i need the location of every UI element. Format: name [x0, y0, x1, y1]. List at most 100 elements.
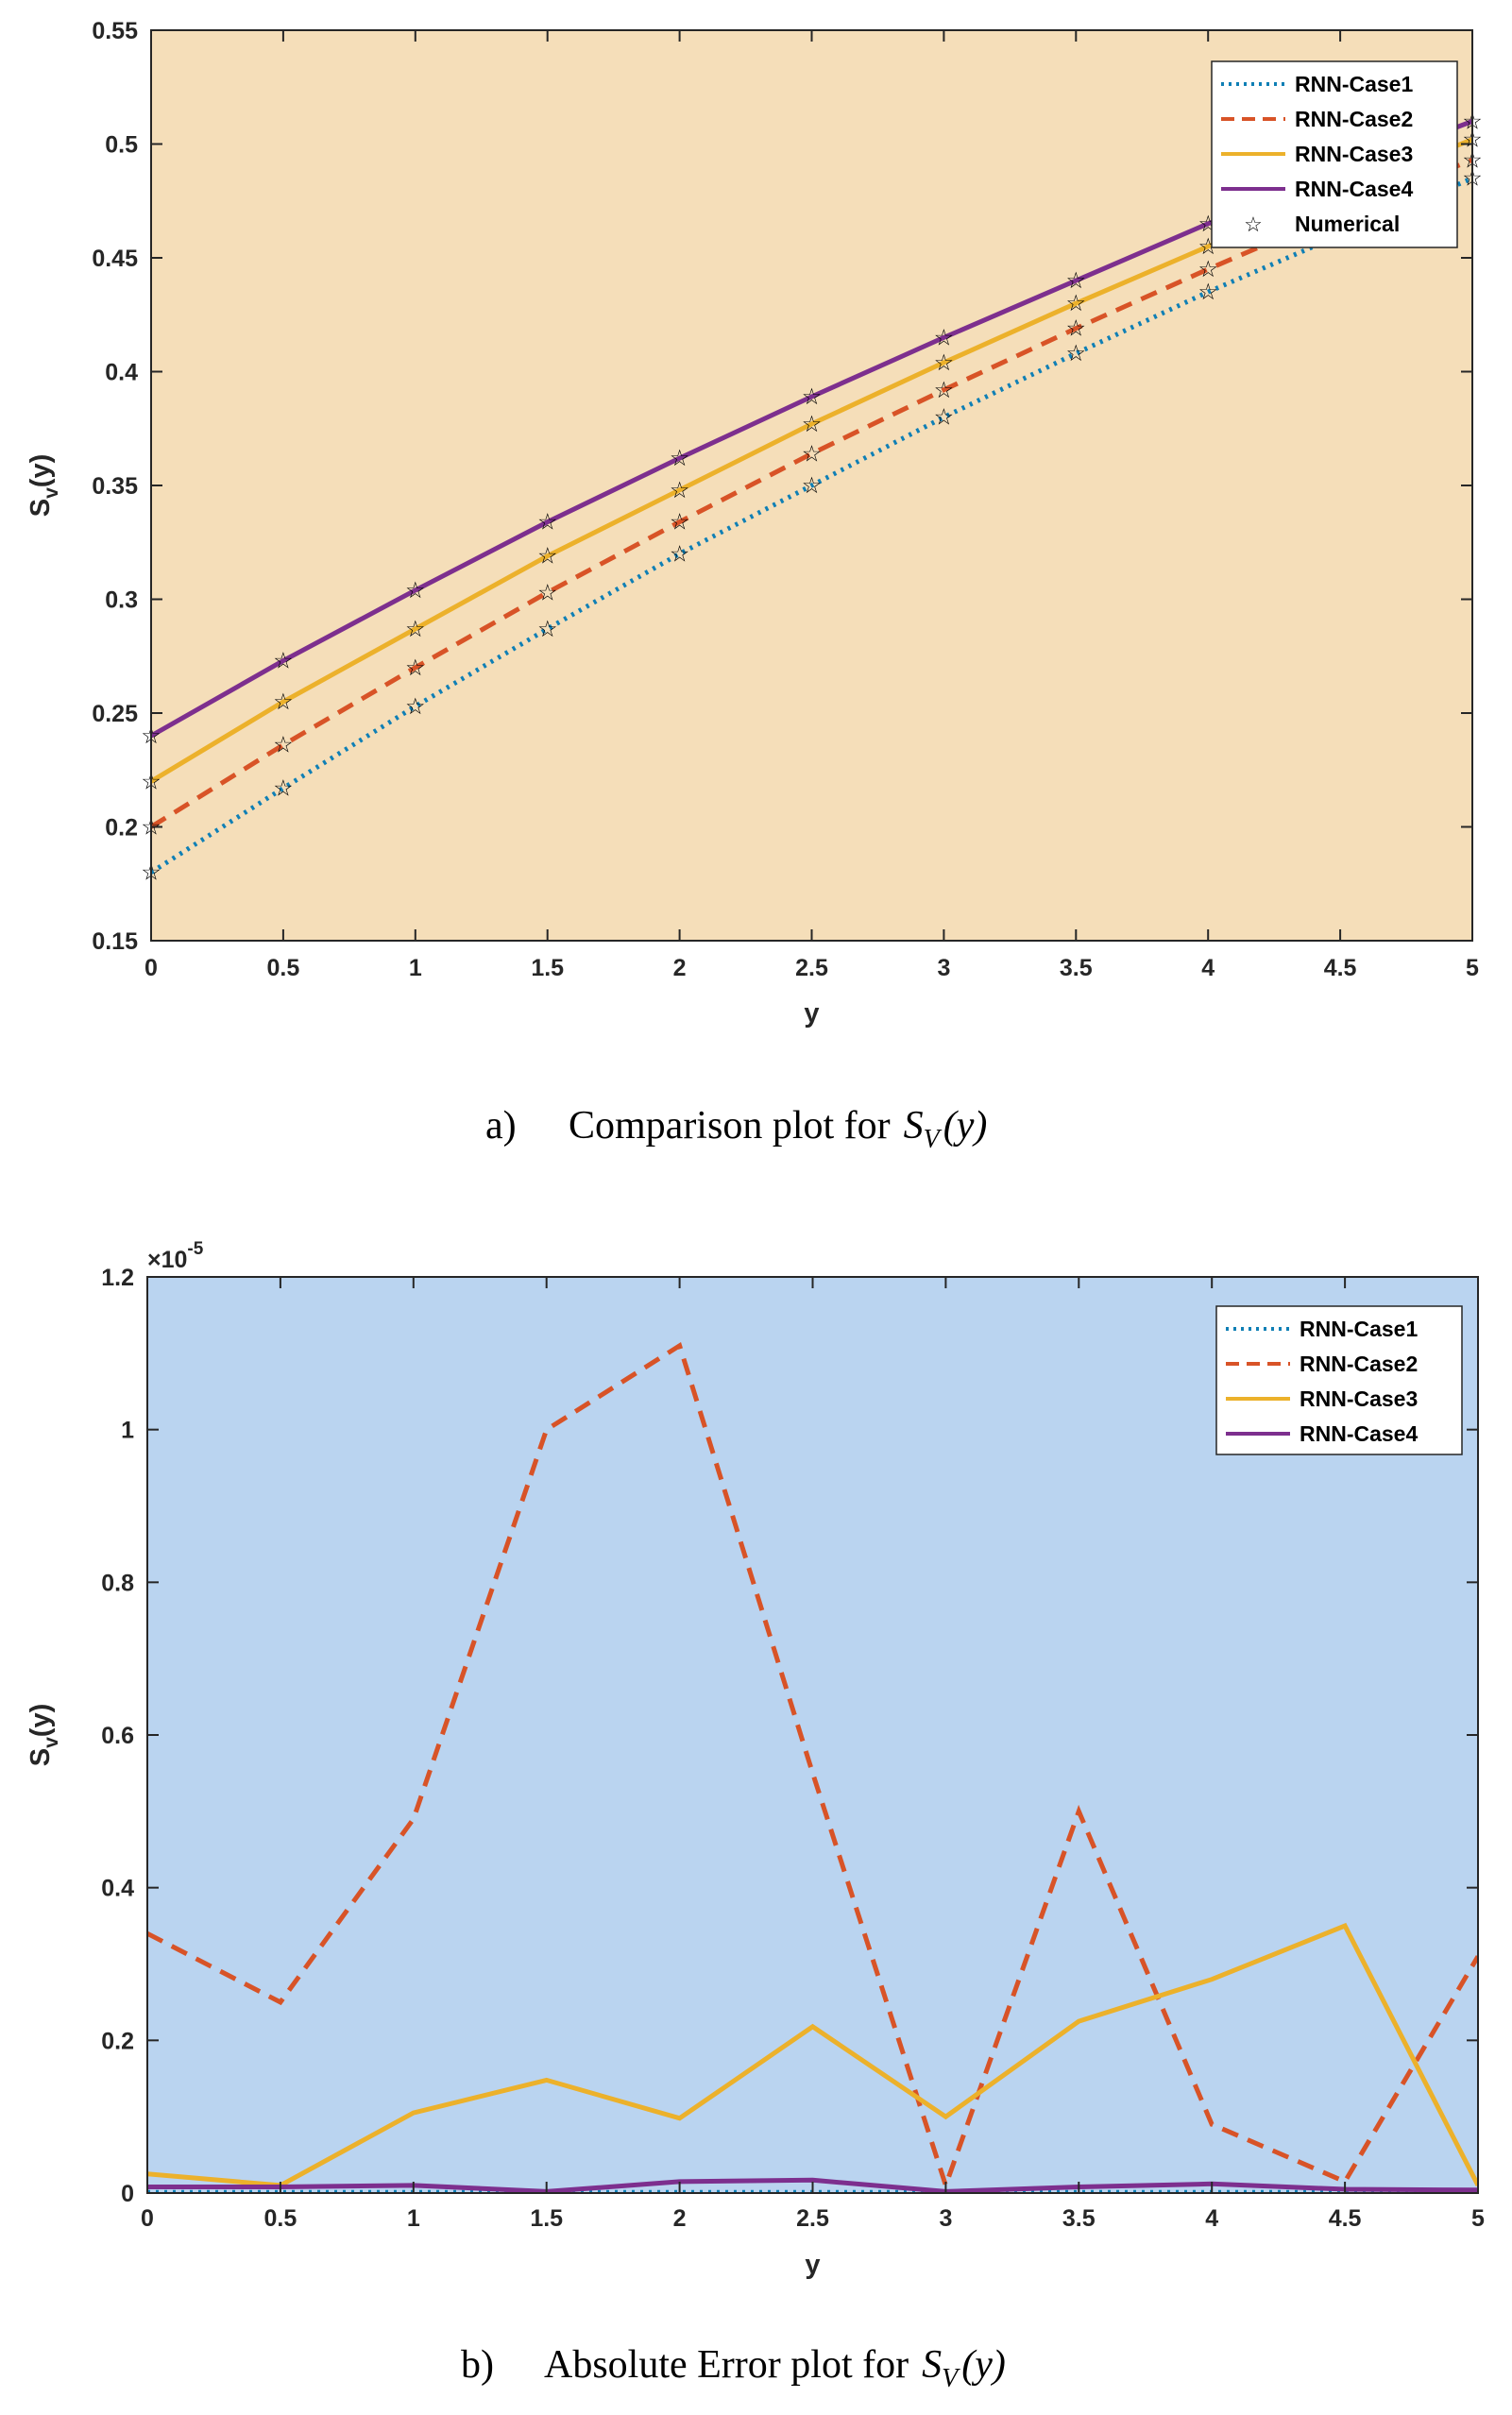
numerical-marker: ☆: [934, 378, 955, 403]
numerical-marker: ☆: [1066, 316, 1087, 342]
numerical-marker: ☆: [405, 578, 426, 604]
legend-marker-icon: ☆: [1244, 213, 1263, 236]
numerical-marker: ☆: [934, 350, 955, 376]
caption-text: Absolute Error plot for SV(y): [544, 2343, 1006, 2393]
numerical-marker: ☆: [1066, 341, 1087, 366]
series-line-rnn-case2: [151, 158, 1472, 829]
numerical-marker: ☆: [537, 510, 558, 536]
legend: RNN-Case1 RNN-Case2 RNN-Case3 RNN-Case4: [1215, 1305, 1463, 1455]
x-axis-label: y: [804, 998, 819, 1029]
x-tick-label: 5: [1471, 2205, 1485, 2232]
numerical-marker: ☆: [1066, 268, 1087, 294]
legend-label: Numerical: [1295, 212, 1400, 236]
numerical-marker: ☆: [405, 694, 426, 720]
numerical-marker: ☆: [273, 733, 294, 758]
x-tick-label: 3: [939, 2205, 952, 2232]
series-line-rnn-case4: [147, 2177, 1478, 2193]
x-tick-label: 1.5: [530, 2205, 563, 2232]
y-tick-label: 0.8: [101, 1570, 134, 1596]
legend-label: RNN-Case4: [1300, 1421, 1418, 1446]
y-tick-label: 1: [121, 1418, 134, 1444]
legend-label: RNN-Case2: [1295, 107, 1413, 131]
x-tick-label: 5: [1466, 955, 1479, 981]
numerical-marker: ☆: [273, 649, 294, 674]
y-tick-label: 0.3: [105, 587, 138, 614]
numerical-marker: ☆: [537, 617, 558, 642]
numerical-marker: ☆: [537, 580, 558, 605]
x-tick-label: 3: [937, 955, 950, 981]
legend-label: RNN-Case1: [1295, 72, 1413, 96]
y-tick-label: 0.2: [105, 815, 138, 842]
numerical-marker: ☆: [405, 655, 426, 681]
x-tick-label: 1: [407, 2205, 420, 2232]
x-tick-label: 4.5: [1324, 955, 1357, 981]
y-tick-label: 0.6: [101, 1723, 134, 1749]
numerical-marker: ☆: [802, 412, 823, 437]
x-axis-label: y: [805, 2250, 820, 2280]
legend: RNN-Case1 RNN-Case2 RNN-Case3 RNN-Case4 ☆ Num…: [1211, 60, 1458, 248]
legend-label: RNN-Case2: [1300, 1352, 1418, 1376]
y-tick-label: 0: [121, 2181, 134, 2207]
numerical-marker: ☆: [273, 689, 294, 715]
numerical-marker: ☆: [670, 541, 690, 567]
x-tick-label: 3.5: [1062, 2205, 1096, 2232]
numerical-marker: ☆: [1198, 257, 1218, 282]
x-tick-label: 2: [673, 2205, 687, 2232]
series-line-rnn-case3: [147, 1922, 1478, 2188]
legend-label: RNN-Case4: [1295, 177, 1413, 201]
y-tick-label: 0.15: [92, 928, 138, 955]
numerical-marker: ☆: [670, 446, 690, 471]
y-tick-label: 0.2: [101, 2028, 134, 2054]
x-tick-label: 1.5: [531, 955, 564, 981]
x-tick-label: 0.5: [264, 2205, 297, 2232]
legend-box: [1215, 1305, 1463, 1455]
caption-label: b): [461, 2343, 494, 2387]
x-tick-label: 3.5: [1060, 955, 1093, 981]
figure-caption: b) Absolute Error plot for SV(y): [461, 2343, 1006, 2393]
caption-text: Comparison plot for SV(y): [569, 1104, 987, 1154]
y-tick-label: 0.45: [92, 246, 138, 272]
x-tick-label: 1: [409, 955, 422, 981]
x-tick-label: 2.5: [796, 2205, 829, 2232]
numerical-marker: ☆: [670, 510, 690, 536]
y-tick-label: 0.4: [105, 360, 138, 386]
y-tick-label: 0.4: [101, 1876, 134, 1902]
numerical-marker: ☆: [405, 617, 426, 642]
numerical-marker: ☆: [537, 544, 558, 570]
y-exponent-label: ×10-5: [147, 1239, 204, 1273]
x-tick-label: 2.5: [795, 955, 828, 981]
legend-label: RNN-Case3: [1295, 142, 1413, 166]
numerical-marker: ☆: [273, 776, 294, 802]
legend-label: RNN-Case1: [1300, 1317, 1418, 1341]
y-axis-label: Sv(y): [25, 1704, 62, 1766]
y-tick-label: 0.5: [105, 132, 138, 159]
numerical-marker: ☆: [1066, 291, 1087, 316]
y-tick-label: 0.25: [92, 701, 138, 727]
numerical-marker: ☆: [802, 384, 823, 410]
numerical-marker: ☆: [934, 325, 955, 350]
numerical-marker: ☆: [670, 478, 690, 503]
numerical-marker: ☆: [802, 473, 823, 499]
x-tick-label: 0: [144, 955, 158, 981]
numerical-marker: ☆: [802, 441, 823, 467]
x-tick-label: 2: [673, 955, 687, 981]
numerical-marker: ☆: [1198, 280, 1218, 305]
x-tick-label: 0.5: [267, 955, 300, 981]
x-tick-label: 0: [141, 2205, 154, 2232]
y-tick-label: 0.55: [92, 18, 138, 44]
chart-1: ☆☆☆☆☆☆☆☆☆☆☆☆☆☆☆☆☆☆☆☆☆☆☆☆☆☆☆☆☆☆☆☆☆☆☆☆☆☆☆☆…: [25, 18, 1483, 1154]
y-tick-label: 0.35: [92, 473, 138, 500]
legend-label: RNN-Case3: [1300, 1386, 1418, 1411]
x-tick-label: 4.5: [1329, 2205, 1362, 2232]
series-line-rnn-case2: [147, 1341, 1478, 2193]
numerical-marker: ☆: [934, 405, 955, 431]
y-axis-label: Sv(y): [25, 454, 62, 517]
figure-caption: a) Comparison plot for SV(y): [485, 1104, 987, 1154]
x-tick-label: 4: [1201, 955, 1215, 981]
y-tick-label: 1.2: [101, 1265, 134, 1291]
caption-label: a): [485, 1104, 517, 1148]
x-tick-label: 4: [1205, 2205, 1218, 2232]
chart-2: 0 0.5 1 1.5 2 2.5 3 3.5 4 4.5 5 0 0.2 0.4 0.6 0.8 1 1.2 ×1…: [25, 1239, 1485, 2393]
series-line-rnn-case1: [151, 176, 1472, 875]
